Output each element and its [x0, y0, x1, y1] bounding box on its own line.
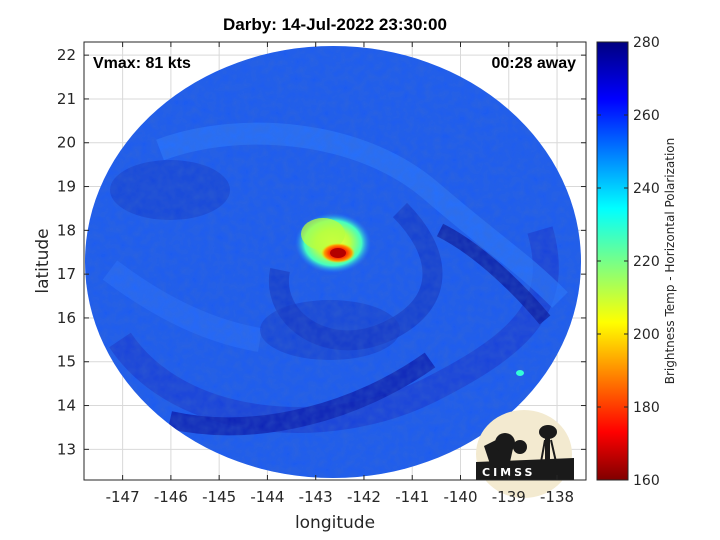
y-tick-label: 18 — [57, 221, 76, 239]
colorbar-tick-label: 220 — [633, 254, 660, 270]
y-tick-label: 19 — [57, 178, 76, 196]
x-tick-label: -144 — [250, 488, 284, 506]
y-tick-label: 13 — [57, 440, 76, 458]
y-tick-label: 20 — [57, 134, 76, 152]
x-tick-label: -143 — [299, 488, 333, 506]
vmax-label: Vmax: 81 kts — [93, 55, 191, 72]
x-tick-label: -138 — [540, 488, 574, 506]
inner-core-band — [301, 218, 345, 250]
chart-title: Darby: 14-Jul-2022 23:30:00 — [223, 15, 447, 34]
x-tick-label: -139 — [492, 488, 526, 506]
y-axis-ticks: 13 14 15 16 17 18 19 20 21 22 — [57, 46, 586, 458]
brightness-temp-swath — [85, 46, 581, 478]
x-tick-label: -141 — [395, 488, 429, 506]
x-tick-label: -140 — [443, 488, 477, 506]
x-tick-label: -142 — [347, 488, 381, 506]
x-tick-label: -145 — [202, 488, 236, 506]
y-tick-label: 17 — [57, 265, 76, 283]
x-tick-label: -146 — [154, 488, 188, 506]
y-tick-label: 15 — [57, 353, 76, 371]
eyewall-core — [330, 248, 346, 258]
x-axis-ticks: -147 -146 -145 -144 -143 -142 -141 -140 -139 -138 — [106, 42, 574, 506]
y-tick-label: 16 — [57, 309, 76, 327]
colorbar-tick-label: 180 — [633, 400, 660, 416]
colorbar-ticks: 160 180 200 220 240 260 280 — [597, 35, 660, 489]
colorbar-tick-label: 260 — [633, 108, 660, 124]
y-tick-label: 14 — [57, 397, 76, 415]
colorbar-tick-label: 200 — [633, 327, 660, 343]
colorbar-tick-label: 280 — [633, 35, 660, 51]
colorbar-tick-label: 240 — [633, 181, 660, 197]
y-axis-label: latitude — [33, 228, 53, 293]
logo-text: CIMSS — [482, 466, 535, 479]
y-tick-label: 21 — [57, 90, 76, 108]
time-offset-label: 00:28 away — [491, 55, 576, 72]
x-tick-label: -147 — [106, 488, 140, 506]
cold-spot-southeast — [516, 370, 524, 376]
colorbar-label: Brightness Temp - Horizontal Polarizatio… — [663, 138, 677, 385]
cimss-logo: CIMSS — [476, 410, 574, 498]
colorbar-tick-label: 160 — [633, 473, 660, 489]
axes-box — [83, 41, 587, 481]
x-axis-label: longitude — [295, 513, 375, 533]
y-tick-label: 22 — [57, 46, 76, 64]
colorbar — [596, 41, 629, 481]
